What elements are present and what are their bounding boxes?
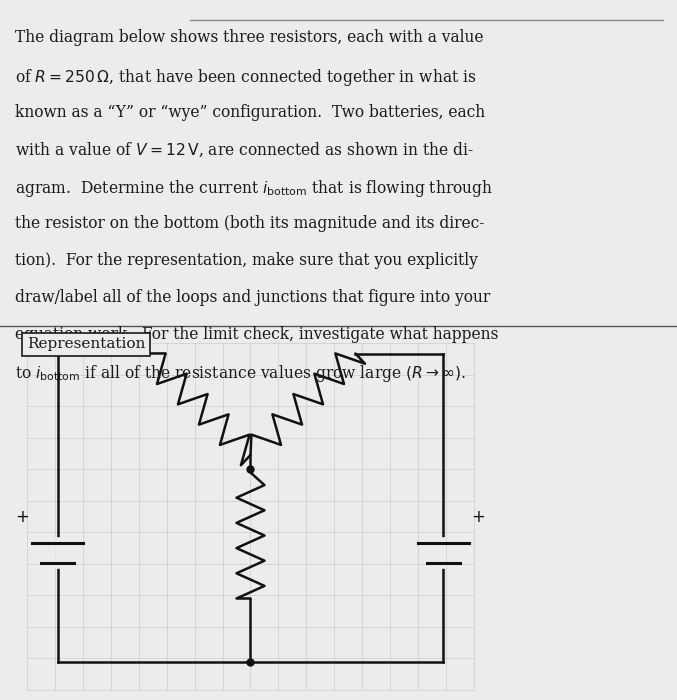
Text: agram.  Determine the current $i_{\mathrm{bottom}}$ that is flowing through: agram. Determine the current $i_{\mathrm… (15, 178, 494, 199)
Text: with a value of $V = 12\,\mathrm{V}$, are connected as shown in the di-: with a value of $V = 12\,\mathrm{V}$, ar… (15, 141, 474, 159)
Text: draw/label all of the loops and junctions that figure into your: draw/label all of the loops and junction… (15, 289, 490, 306)
Text: +: + (16, 508, 29, 526)
Text: +: + (472, 508, 485, 526)
Text: known as a “Y” or “wye” configuration.  Two batteries, each: known as a “Y” or “wye” configuration. T… (15, 104, 485, 120)
Text: the resistor on the bottom (both its magnitude and its direc-: the resistor on the bottom (both its mag… (15, 215, 484, 232)
Text: Representation: Representation (27, 337, 146, 351)
Text: tion).  For the representation, make sure that you explicitly: tion). For the representation, make sure… (15, 252, 478, 269)
Text: The diagram below shows three resistors, each with a value: The diagram below shows three resistors,… (15, 29, 483, 46)
Text: to $i_{\mathrm{bottom}}$ if all of the resistance values grow large $(R \to \inf: to $i_{\mathrm{bottom}}$ if all of the r… (15, 363, 466, 384)
Text: of $R = 250\,\Omega$, that have been connected together in what is: of $R = 250\,\Omega$, that have been con… (15, 66, 477, 88)
Text: equation work.  For the limit check, investigate what happens: equation work. For the limit check, inve… (15, 326, 498, 343)
